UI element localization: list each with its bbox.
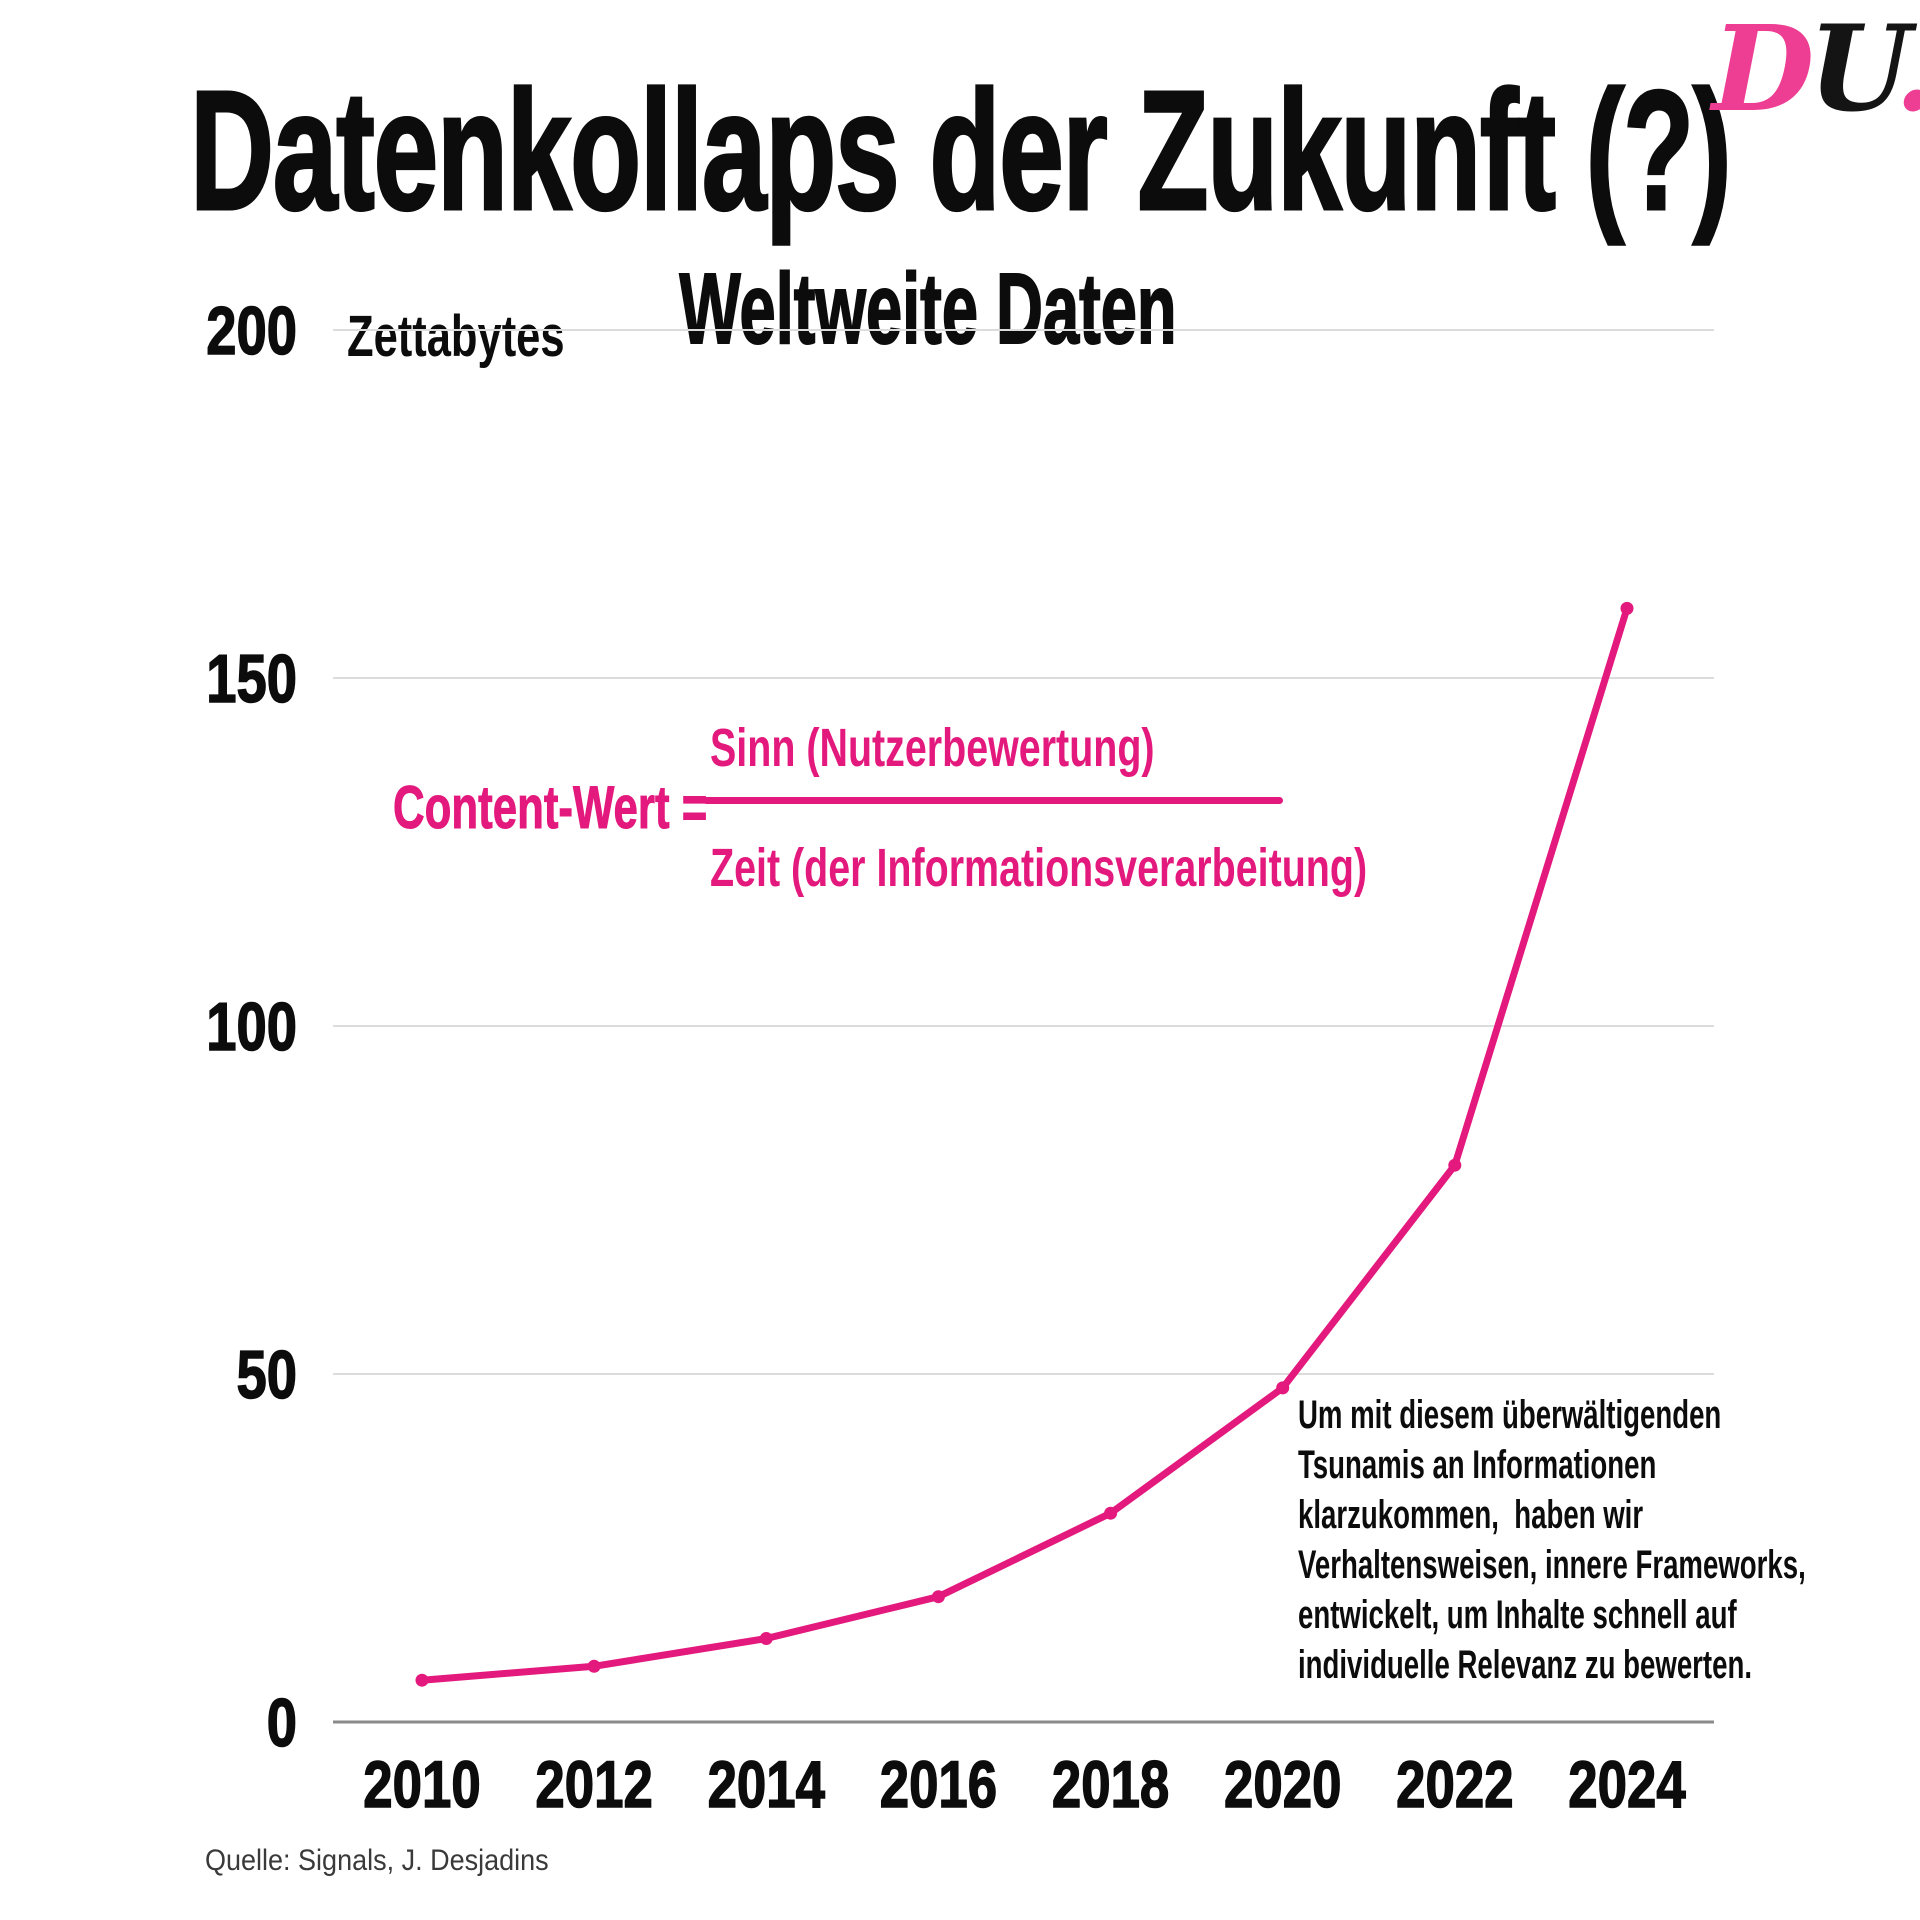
x-axis-year-label: 2022	[1396, 1747, 1513, 1821]
y-axis-tick-label: 50	[236, 1337, 297, 1413]
formula-lhs: Content-Wert =	[393, 774, 708, 841]
data-point	[931, 1590, 945, 1604]
y-axis-tick-label: 0	[267, 1685, 297, 1761]
x-axis-year-label: 2018	[1052, 1747, 1169, 1821]
logo-dot: .	[1894, 0, 1920, 138]
x-axis-year-label: 2024	[1568, 1747, 1685, 1821]
data-point	[759, 1632, 773, 1645]
data-point	[1620, 601, 1634, 615]
page-title: Datenkollaps der Zukunft (?)	[189, 56, 1733, 246]
chart-title: Weltweite Daten	[679, 253, 1178, 365]
logo-letter-u: U	[1808, 0, 1900, 138]
formula-denominator: Zeit (der Informationsverarbeitung)	[710, 838, 1368, 898]
annotation-line: Um mit diesem überwältigenden	[1298, 1393, 1722, 1437]
annotation-line: individuelle Relevanz zu bewerten.	[1298, 1643, 1752, 1687]
formula-divider-line	[703, 797, 1283, 804]
data-line	[418, 604, 1631, 1684]
y-axis-unit-label: Zettabytes	[347, 304, 565, 369]
data-point	[1276, 1381, 1290, 1395]
y-axis-tick-label: 100	[206, 989, 297, 1065]
formula-numerator: Sinn (Nutzerbewertung)	[710, 718, 1155, 778]
annotation-text: Um mit diesem überwältigenden Tsunamis a…	[1298, 1390, 1920, 1690]
x-axis-year-label: 2010	[363, 1747, 480, 1821]
x-axis-year-label: 2016	[880, 1747, 997, 1821]
annotation-line: klarzukommen, haben wir	[1298, 1493, 1644, 1537]
x-axis-year-label: 2014	[708, 1747, 825, 1821]
y-axis-tick-label: 150	[206, 641, 297, 717]
x-axis-year-label: 2020	[1224, 1747, 1341, 1821]
data-point	[1104, 1506, 1118, 1520]
data-point	[415, 1673, 429, 1687]
data-point	[587, 1659, 601, 1673]
logo-letter-d: D	[1712, 0, 1814, 138]
data-point	[1448, 1158, 1462, 1172]
x-axis-year-label: 2012	[535, 1747, 652, 1821]
y-axis-tick-label: 200	[206, 293, 297, 369]
annotation-line: Verhaltensweisen, innere Frameworks,	[1298, 1543, 1806, 1587]
annotation-line: Tsunamis an Informationen	[1298, 1443, 1657, 1487]
source-note: Quelle: Signals, J. Desjadins	[205, 1844, 549, 1877]
annotation-line: entwickelt, um Inhalte schnell auf	[1298, 1593, 1737, 1637]
brand-logo: DU.	[1712, 10, 1920, 128]
